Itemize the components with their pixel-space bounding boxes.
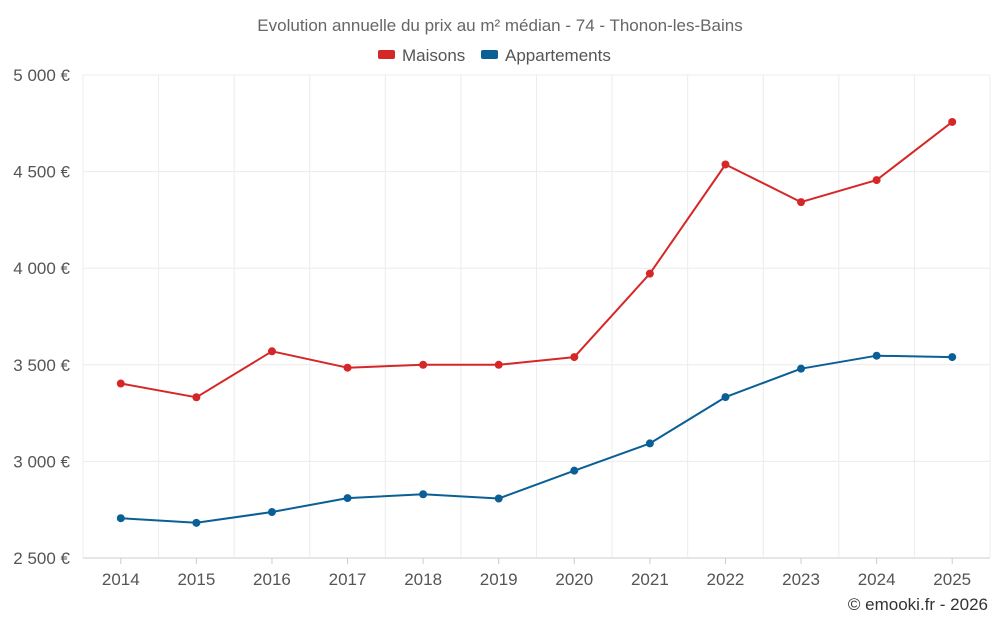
data-point-maisons[interactable]	[797, 198, 806, 207]
data-point-appartements[interactable]	[797, 364, 806, 373]
series-line-maisons	[120, 121, 953, 399]
data-point-maisons[interactable]	[721, 160, 730, 169]
data-point-maisons[interactable]	[494, 360, 503, 369]
y-tick-label: 5 000 €	[13, 66, 70, 85]
x-tick-label: 2021	[631, 570, 669, 589]
data-point-maisons[interactable]	[645, 269, 654, 278]
x-axis: 2014 2015 2016 2017 2018 2019 2020 2021 2022 2023…	[102, 558, 971, 589]
credit-text: © emooki.fr - 2026	[848, 595, 988, 614]
data-point-maisons[interactable]	[570, 353, 579, 362]
y-tick-label: 3 000 €	[13, 452, 70, 471]
data-point-appartements[interactable]	[192, 518, 201, 527]
data-point-maisons[interactable]	[116, 379, 125, 388]
legend-swatch-maisons	[378, 50, 395, 59]
legend-item-maisons[interactable]: Maisons	[378, 46, 465, 65]
legend-label-appartements: Appartements	[505, 46, 611, 65]
x-tick-label: 2018	[404, 570, 442, 589]
data-point-appartements[interactable]	[116, 514, 125, 523]
data-point-appartements[interactable]	[267, 508, 276, 517]
data-point-appartements[interactable]	[721, 393, 730, 402]
x-tick-label: 2019	[480, 570, 518, 589]
legend: Maisons Appartements	[378, 46, 611, 65]
data-point-appartements[interactable]	[494, 494, 503, 503]
data-point-maisons[interactable]	[419, 360, 428, 369]
legend-item-appartements[interactable]: Appartements	[481, 46, 611, 65]
data-point-appartements[interactable]	[872, 351, 881, 360]
y-tick-label: 2 500 €	[13, 549, 70, 568]
x-tick-label: 2024	[858, 570, 896, 589]
x-tick-label: 2014	[102, 570, 140, 589]
x-tick-label: 2017	[329, 570, 367, 589]
data-point-maisons[interactable]	[948, 117, 957, 126]
legend-swatch-appartements	[481, 50, 498, 59]
y-tick-label: 4 000 €	[13, 259, 70, 278]
chart-title: Evolution annuelle du prix au m² médian …	[257, 16, 742, 35]
x-tick-label: 2016	[253, 570, 291, 589]
data-point-maisons[interactable]	[343, 363, 352, 372]
series-line-appartements	[120, 354, 953, 524]
x-tick-label: 2023	[782, 570, 820, 589]
x-tick-label: 2020	[555, 570, 593, 589]
legend-label-maisons: Maisons	[402, 46, 465, 65]
y-axis: 2 500 € 3 000 € 3 500 € 4 000 € 4 500 € 5 000…	[13, 66, 70, 568]
data-point-appartements[interactable]	[948, 353, 957, 362]
x-tick-label: 2015	[177, 570, 215, 589]
data-point-appartements[interactable]	[570, 466, 579, 475]
data-point-appartements[interactable]	[419, 490, 428, 499]
data-point-maisons[interactable]	[872, 176, 881, 185]
data-point-appartements[interactable]	[343, 494, 352, 503]
data-point-appartements[interactable]	[645, 439, 654, 448]
x-tick-label: 2025	[933, 570, 971, 589]
y-tick-label: 3 500 €	[13, 356, 70, 375]
x-tick-label: 2022	[707, 570, 745, 589]
y-tick-label: 4 500 €	[13, 163, 70, 182]
data-point-maisons[interactable]	[192, 393, 201, 402]
series	[116, 117, 957, 527]
data-point-maisons[interactable]	[267, 347, 276, 356]
